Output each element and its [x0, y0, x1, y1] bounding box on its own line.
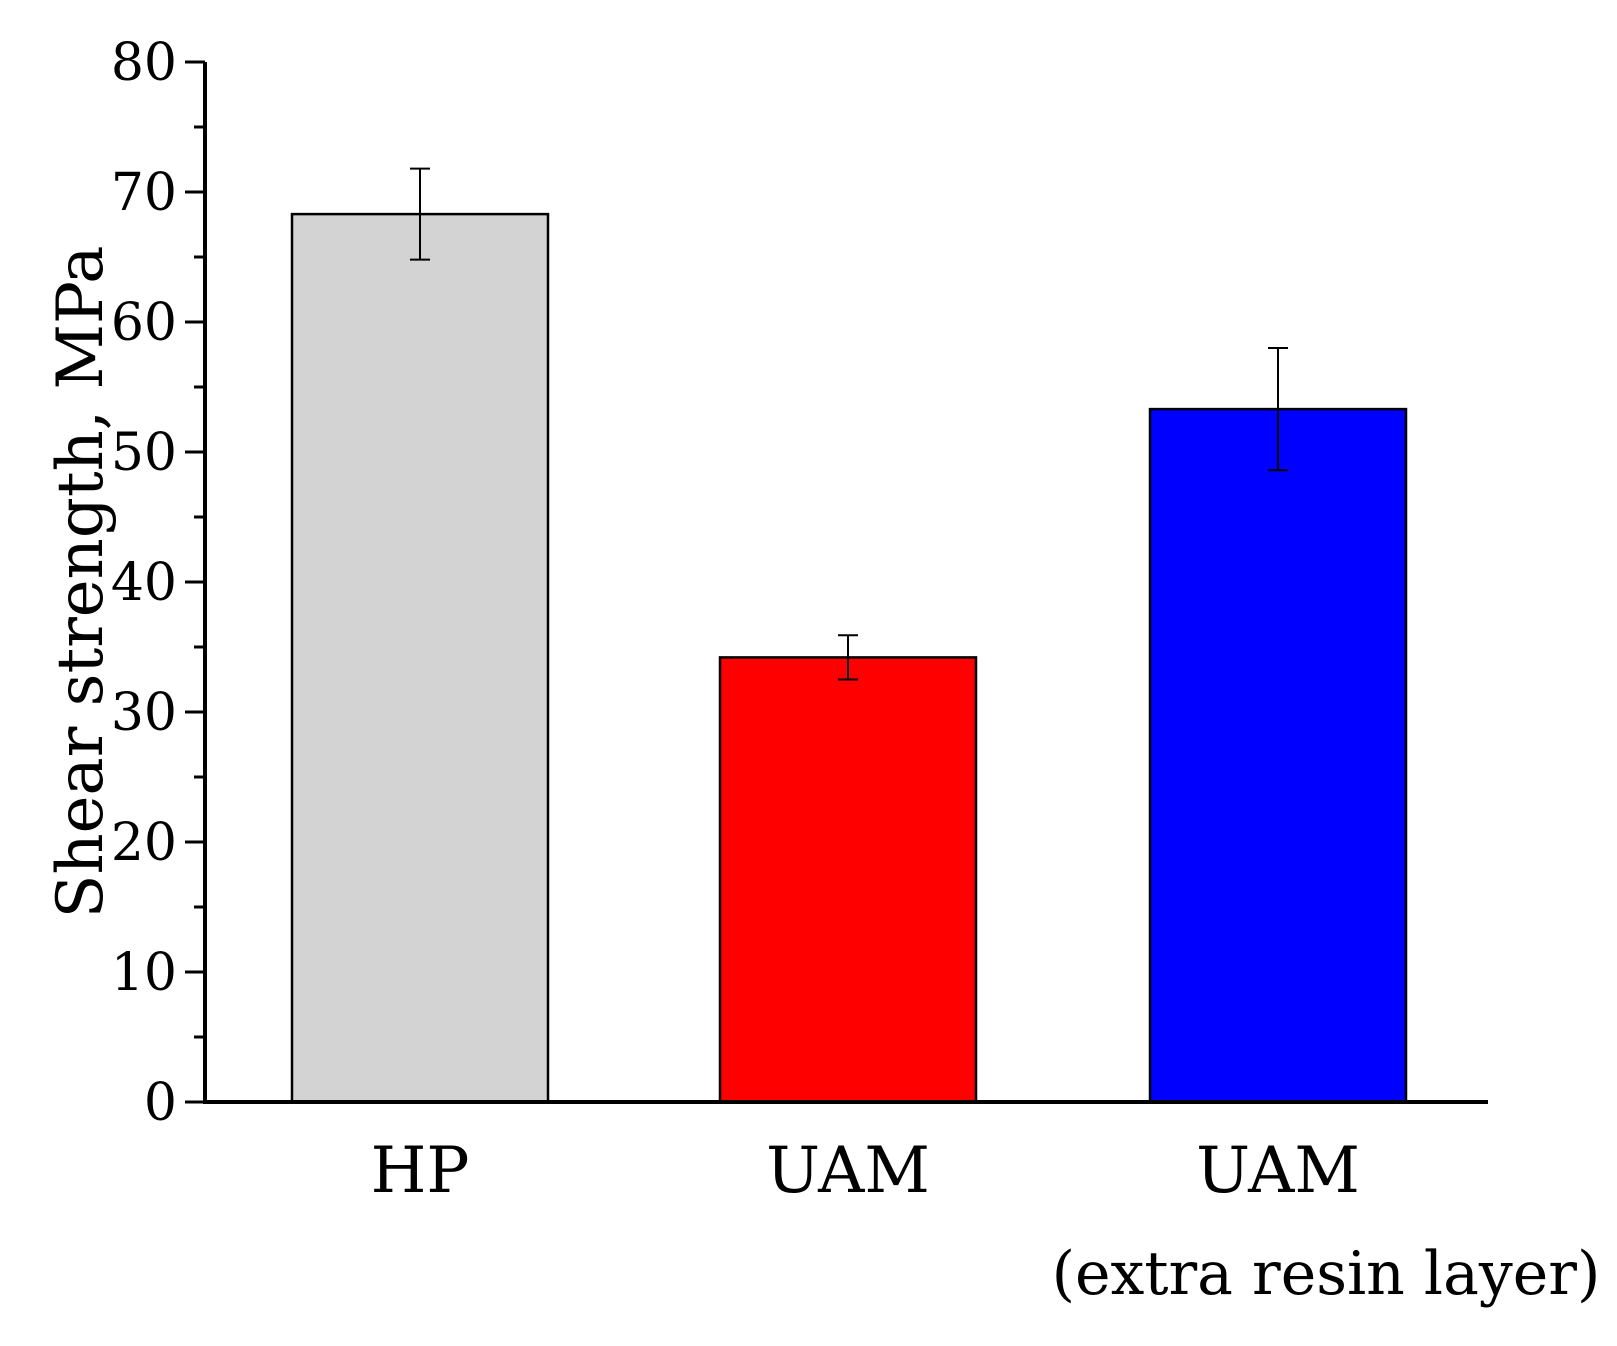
error-bars-layer — [410, 167, 1288, 681]
x-tick-sublabel-3: (extra resin layer) — [1052, 1239, 1601, 1309]
bar-1 — [290, 212, 550, 1104]
bar-3 — [1148, 407, 1408, 1104]
axes-layer — [185, 60, 1488, 1104]
x-tick-label-2: UAM — [766, 1134, 930, 1208]
y-tick-label-0: 0 — [144, 1073, 177, 1133]
labels-layer: 0 10 20 30 40 50 60 70 80 Shear strength, MPa HP UA… — [44, 33, 1600, 1309]
y-tick-label-80: 80 — [111, 33, 177, 93]
bar-2 — [718, 656, 978, 1104]
y-tick-label-10: 10 — [111, 943, 177, 1003]
y-tick-label-30: 30 — [111, 683, 177, 743]
y-axis-title: Shear strength, MPa — [44, 246, 118, 919]
y-tick-label-60: 60 — [111, 293, 177, 353]
x-tick-label-3: UAM — [1196, 1134, 1360, 1208]
y-tick-label-70: 70 — [111, 163, 177, 223]
y-tick-label-40: 40 — [111, 553, 177, 613]
y-tick-label-20: 20 — [111, 813, 177, 873]
y-tick-label-50: 50 — [111, 423, 177, 483]
x-tick-label-1: HP — [371, 1134, 470, 1208]
